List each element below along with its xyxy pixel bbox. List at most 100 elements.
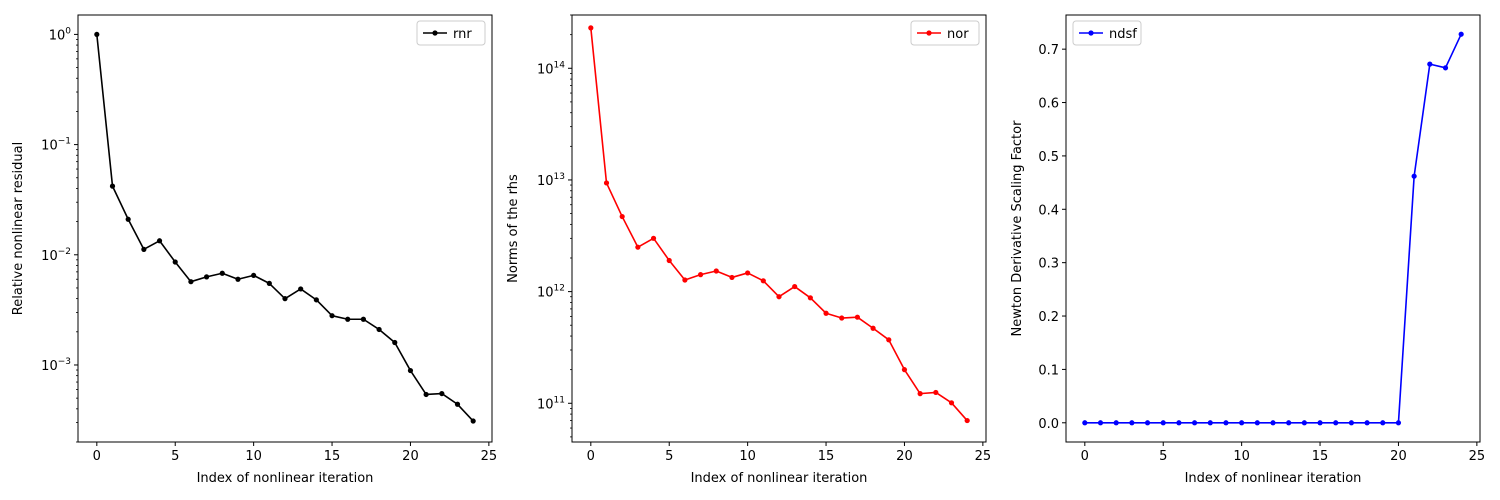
legend-box (416, 20, 486, 46)
data-point (870, 325, 876, 331)
data-point (1082, 420, 1088, 426)
legend: ndsf (1072, 20, 1142, 46)
data-point (839, 315, 845, 321)
data-point (470, 418, 476, 424)
y-tick-label: 10−2 (41, 247, 71, 264)
data-point (1286, 420, 1292, 426)
data-point (1160, 420, 1166, 426)
data-point (697, 272, 704, 278)
data-point (1458, 31, 1464, 37)
data-point (650, 235, 657, 241)
data-point (1254, 420, 1260, 426)
data-point (745, 270, 751, 276)
data-point (345, 316, 351, 322)
x-tick-label: 10 (739, 449, 756, 464)
data-point (792, 283, 798, 290)
x-tick-label: 25 (481, 449, 498, 464)
y-tick-label: 10−3 (41, 357, 71, 374)
legend-marker (926, 30, 932, 36)
x-tick-label: 10 (245, 449, 262, 464)
data-point (1129, 420, 1135, 426)
data-point (313, 297, 319, 303)
y-tick-label: 1011 (537, 395, 565, 412)
legend: nor (910, 20, 980, 46)
data-point (1270, 420, 1276, 426)
x-tick-label: 15 (324, 449, 341, 464)
data-point (917, 391, 923, 397)
legend-label: rnr (453, 27, 472, 42)
x-tick-label: 25 (1469, 449, 1486, 464)
y-tick-label: 0.7 (1038, 43, 1059, 58)
data-point (1364, 420, 1370, 426)
plot-frame (77, 14, 493, 443)
y-axis-label: Newton Derivative Scaling Factor (1010, 120, 1025, 337)
data-point (1427, 61, 1433, 67)
legend-label: nor (947, 27, 969, 42)
data-point (219, 270, 225, 276)
y-tick-label: 10−1 (41, 137, 71, 154)
data-point (203, 274, 210, 280)
data-point (901, 367, 908, 373)
y-tick-label: 1014 (537, 60, 565, 77)
data-point (776, 294, 782, 300)
data-point (1113, 420, 1119, 426)
x-tick-label: 0 (1081, 449, 1089, 464)
data-point (423, 391, 429, 398)
data-point (933, 389, 939, 396)
data-point (603, 180, 610, 186)
legend-marker (432, 30, 438, 36)
data-point (635, 244, 641, 250)
y-tick-label: 0.3 (1038, 257, 1059, 272)
data-point (729, 274, 735, 281)
data-point (854, 314, 861, 320)
legend-marker (1088, 30, 1094, 36)
x-tick-label: 0 (587, 449, 595, 464)
y-tick-label: 0.5 (1038, 150, 1059, 165)
data-point (666, 257, 672, 264)
data-point (376, 326, 382, 333)
data-point (682, 277, 688, 283)
data-point (94, 31, 100, 38)
x-tick-label: 5 (665, 449, 673, 464)
plot-frame (1065, 14, 1481, 443)
data-point (823, 310, 829, 316)
series-line-rnr (96, 34, 474, 422)
y-tick-label: 0.6 (1038, 97, 1059, 112)
subplot-1: 0 5 10 15 20 25 100 10−1 10−2 10−3 Index of nonlin… (11, 14, 498, 486)
legend: rnr (416, 20, 486, 46)
y-tick-label: 1013 (537, 172, 565, 189)
data-point (329, 313, 335, 319)
data-point (172, 259, 178, 265)
data-point (1348, 420, 1355, 426)
y-tick-label: 0.4 (1038, 203, 1059, 218)
data-point (588, 25, 594, 31)
legend-box (910, 20, 980, 46)
data-point (125, 216, 131, 222)
data-point (1207, 420, 1213, 426)
y-axis-label: Relative nonlinear residual (11, 142, 26, 315)
y-tick-label: 100 (49, 26, 72, 43)
x-tick-label: 20 (402, 449, 419, 464)
data-point (141, 246, 147, 252)
x-tick-label: 5 (171, 449, 179, 464)
data-point (1442, 65, 1449, 71)
legend-box (1072, 20, 1142, 46)
data-point (1380, 420, 1386, 426)
data-point (886, 337, 892, 343)
data-point (1191, 420, 1198, 426)
x-axis-label: Index of nonlinear iteration (197, 471, 374, 486)
data-point (156, 238, 163, 244)
data-point (1239, 420, 1245, 426)
x-tick-label: 20 (896, 449, 913, 464)
data-point (1395, 420, 1402, 426)
data-point (1333, 420, 1339, 426)
data-point (1144, 420, 1151, 426)
x-tick-label: 15 (818, 449, 835, 464)
data-point (1411, 173, 1417, 179)
data-point (188, 279, 194, 285)
x-tick-label: 25 (975, 449, 992, 464)
subplot-3: 0 5 10 15 20 25 0.0 0.1 0.2 0.3 0.4 0.5 0.6 0.7 Index … (1010, 14, 1486, 486)
subplot-2: 0 5 10 15 20 25 1014 1013 1012 1011 Index of nonli… (506, 14, 992, 486)
y-axis-label: Norms of the rhs (506, 174, 521, 283)
